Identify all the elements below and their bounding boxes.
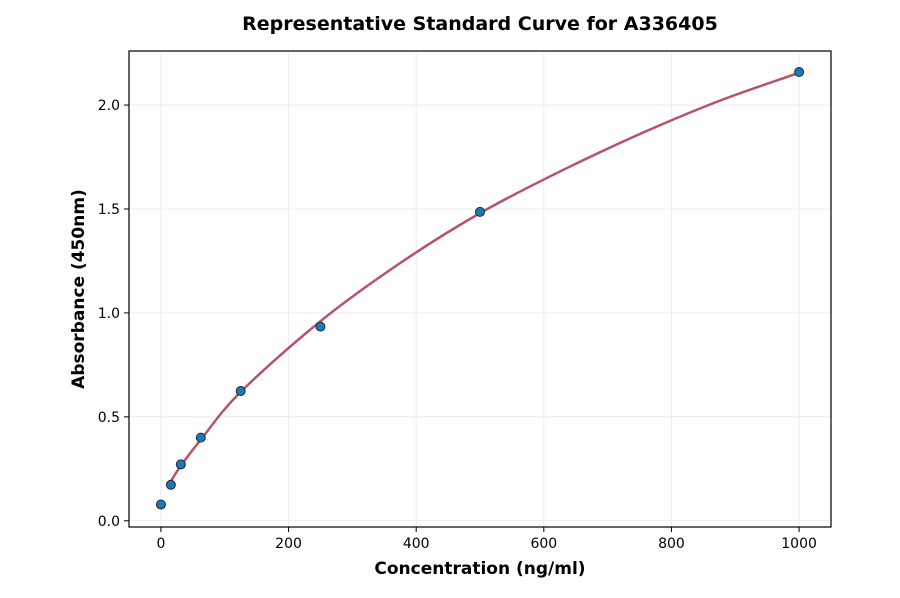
data-point: [475, 206, 485, 217]
data-point: [175, 459, 186, 470]
data-point: [155, 499, 166, 510]
x-axis-label: Concentration (ng/ml): [374, 559, 585, 579]
x-tick-label: 200: [275, 536, 302, 552]
x-tick-label: 400: [403, 536, 430, 552]
data-point: [315, 321, 326, 332]
data-point: [165, 479, 176, 490]
y-tick-label: 0.0: [98, 514, 120, 530]
data-point: [794, 66, 805, 77]
plot-frame: [128, 50, 832, 528]
x-tick-label: 600: [530, 536, 557, 552]
data-point: [235, 386, 246, 397]
x-tick-label: 0: [156, 536, 165, 552]
y-axis-label: Absorbance (450nm): [69, 189, 89, 389]
y-tick-label: 2.0: [98, 98, 120, 114]
x-tick-label: 1000: [781, 536, 817, 552]
data-point: [195, 432, 206, 443]
y-tick-label: 0.5: [98, 410, 120, 426]
y-tick-label: 1.0: [98, 306, 120, 322]
fit-curve: [169, 71, 800, 482]
x-tick-label: 800: [658, 536, 685, 552]
y-tick-label: 1.5: [98, 202, 120, 218]
chart-title: Representative Standard Curve for A33640…: [242, 13, 718, 35]
